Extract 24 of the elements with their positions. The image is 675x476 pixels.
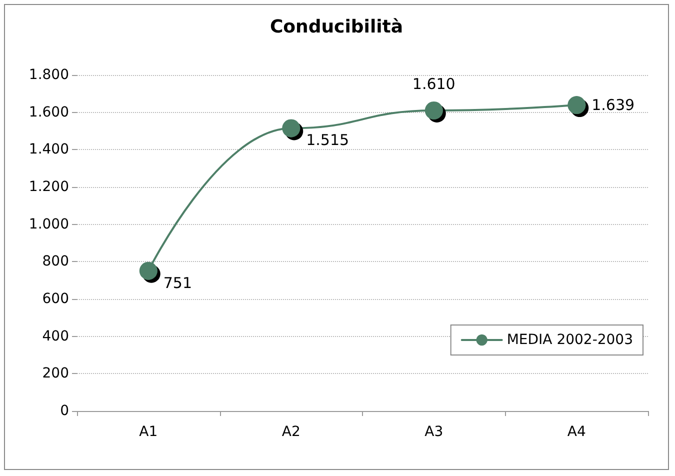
- y-tick-label: 600: [42, 291, 69, 307]
- x-tick-label: A4: [567, 424, 586, 440]
- point: [424, 101, 443, 120]
- data-label: 751: [163, 274, 192, 292]
- legend-label: MEDIA 2002-2003: [506, 332, 633, 348]
- y-tick-label: 1.200: [28, 179, 69, 195]
- x-tick-label: A3: [424, 424, 444, 440]
- x-tick-label: A2: [282, 424, 300, 440]
- y-tick-label: 1.600: [28, 104, 69, 120]
- y-tick-label: 0: [60, 403, 69, 419]
- y-tick-label: 400: [42, 328, 69, 344]
- data-label: 1.639: [592, 96, 635, 114]
- y-tick-label: 1.000: [28, 216, 69, 232]
- y-tick-label: 200: [42, 366, 69, 382]
- x-tick-label: A1: [139, 424, 158, 440]
- data-label: 1.610: [412, 74, 456, 93]
- y-tick-label: 800: [42, 254, 69, 270]
- y-tick-label: 1.400: [28, 142, 69, 158]
- point: [282, 119, 300, 138]
- point: [568, 96, 586, 114]
- point: [139, 262, 158, 280]
- y-tick-label: 1.800: [28, 67, 69, 83]
- data-label: 1.515: [306, 131, 350, 150]
- chart-title: Conducibilità: [270, 16, 404, 38]
